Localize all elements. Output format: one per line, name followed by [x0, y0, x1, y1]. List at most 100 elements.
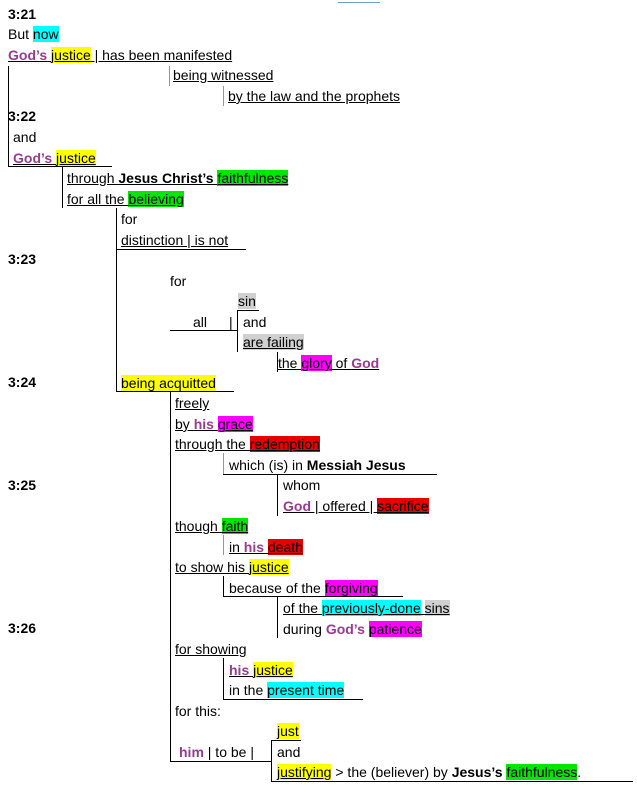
line-show-his-justice: to show his justice: [175, 559, 289, 576]
of-word: of: [331, 355, 352, 371]
jesuss-word: Jesus’s: [451, 764, 503, 780]
line-forgiving: because of the forgiving: [229, 580, 378, 597]
redemption-word: redemption: [249, 436, 320, 452]
in-word: in: [229, 539, 244, 555]
being-acquitted-phrase: being acquitted: [121, 375, 216, 391]
faith-word: faith: [221, 518, 249, 534]
top-rule: [338, 2, 380, 3]
line-present-time: in the present time: [229, 682, 345, 699]
previously-done-word: previously-done: [321, 600, 421, 616]
god-word: God: [351, 355, 380, 371]
bracket: [271, 740, 272, 782]
because-phrase: because of the: [229, 580, 325, 596]
grace-word: grace: [217, 416, 253, 432]
line-whom: whom: [283, 477, 321, 493]
to-show-phrase: to show his: [175, 559, 249, 575]
just-wrap: just: [277, 723, 299, 740]
patience-word: patience: [368, 621, 422, 637]
connector: [116, 208, 117, 391]
line-justifying: justifying > the (believer) by Jesus’s f…: [277, 764, 581, 781]
bracket: [237, 310, 238, 352]
line-gods-patience: during God’s patience: [283, 621, 422, 638]
jesus-christ-word: Jesus Christ’s: [118, 170, 214, 186]
but-word: But: [8, 26, 33, 42]
verse-3-24: 3:24: [8, 374, 37, 390]
forgiving-word: forgiving: [324, 580, 378, 596]
his-word: his: [193, 416, 214, 432]
rule: [8, 166, 112, 167]
faithfulness-word: faithfulness: [506, 764, 578, 780]
his-word: his: [229, 662, 250, 678]
line-jesus-christ-faithfulness: through Jesus Christ’s faithfulness: [67, 170, 289, 187]
rule: [271, 740, 301, 741]
connector: [223, 453, 224, 474]
faithfulness-word: faithfulness: [217, 170, 289, 186]
line-in-his-death: in his death: [229, 539, 303, 556]
justice-word: justice: [253, 662, 293, 678]
connector: [277, 596, 278, 638]
justice-word: justice: [51, 47, 91, 63]
messiah-jesus-word: Messiah Jesus: [306, 457, 406, 473]
line-for-showing: for showing: [175, 641, 247, 657]
connector: [277, 474, 278, 516]
line-for-2: for: [170, 273, 187, 289]
line-freely: freely: [175, 395, 210, 411]
now-word: now: [32, 26, 59, 42]
glory-word: glory: [301, 355, 332, 371]
present-time-phrase: present time: [267, 682, 345, 698]
for-all-phrase: for all the: [67, 191, 129, 207]
gods-word: God’s: [8, 47, 48, 63]
verse-3-23: 3:23: [8, 251, 37, 267]
manifested-phrase: | has been manifested: [90, 47, 233, 63]
line-god-offered-sacrifice: God | offered | sacrifice: [283, 498, 429, 515]
line-redemption: through the redemption: [175, 436, 320, 453]
rule: [170, 761, 271, 762]
line-being-acquitted: being acquitted: [121, 375, 216, 392]
line-though-faith: though faith: [175, 518, 249, 535]
justifying-word: justifying: [277, 764, 332, 780]
all-bar: |: [229, 314, 233, 330]
period: .: [577, 764, 582, 780]
death-word: death: [267, 539, 303, 555]
rule: [237, 310, 259, 311]
the-believer-phrase: > the (believer) by: [331, 764, 452, 780]
justice-word: justice: [56, 150, 96, 166]
through-word: through: [67, 170, 119, 186]
which-is-in-phrase: which (is) in: [229, 457, 307, 473]
connector: [277, 352, 278, 372]
connector: [223, 576, 224, 596]
all-word: all: [193, 314, 208, 330]
justice-word: justice: [248, 559, 289, 575]
line-gods-justice-manifested: God’s justice | has been manifested: [8, 47, 232, 64]
line-previously-done-sins: of the previously-done sins: [283, 600, 450, 617]
during-word: during: [283, 621, 326, 637]
failing-wrap: are failing: [243, 334, 304, 351]
connector: [223, 535, 224, 555]
though-word: though: [175, 518, 222, 534]
line-for-1: for: [121, 211, 138, 227]
through-the-phrase: through the: [175, 436, 250, 452]
connector: [169, 66, 170, 86]
line-law-prophets: by the law and the prophets: [228, 88, 401, 104]
line-gods-justice-2: God’s justice: [13, 150, 96, 167]
line-distinction: distinction | is not: [121, 232, 229, 248]
connector: [223, 86, 224, 106]
believing-word: believing: [128, 191, 184, 207]
sacrifice-word: sacrifice: [377, 498, 429, 514]
of-the-phrase: of the: [283, 600, 322, 616]
connector: [170, 391, 171, 762]
are-failing-phrase: are failing: [243, 334, 304, 350]
connector: [223, 658, 224, 700]
offered-phrase: | offered |: [311, 498, 378, 514]
god-word: God: [283, 498, 311, 514]
his-word: his: [243, 539, 265, 555]
rule: [116, 391, 234, 392]
to-be-phrase: | to be |: [203, 744, 254, 760]
sin-word: sin: [238, 293, 256, 309]
rule: [223, 474, 437, 475]
line-for-all-believing: for all the believing: [67, 191, 184, 208]
line-glory-of-god: the glory of God: [278, 355, 379, 372]
line-for-this: for this:: [175, 703, 221, 719]
just-word: just: [277, 723, 299, 739]
rule: [271, 781, 633, 782]
